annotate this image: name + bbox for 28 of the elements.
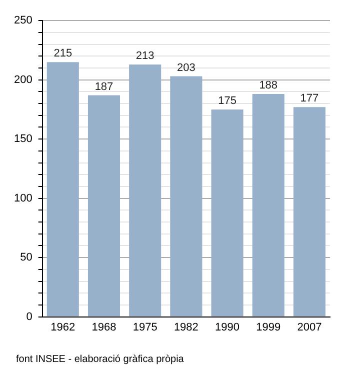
y-tick-label: 200 bbox=[14, 74, 32, 86]
y-tick-label: 50 bbox=[20, 252, 32, 264]
data-label: 187 bbox=[94, 80, 114, 93]
data-label: 213 bbox=[136, 50, 154, 62]
data-label: 177 bbox=[300, 92, 319, 105]
bar bbox=[88, 95, 120, 316]
data-label: 203 bbox=[176, 62, 196, 74]
x-tick-label: 2007 bbox=[297, 321, 322, 334]
y-tick-label: 150 bbox=[14, 133, 32, 146]
data-label: 215 bbox=[54, 48, 72, 60]
x-tick-label: 1975 bbox=[132, 321, 158, 334]
x-tick-label: 1968 bbox=[92, 321, 116, 334]
x-tick-label: 1990 bbox=[215, 321, 240, 334]
bar bbox=[129, 64, 162, 316]
x-tick-label: 1982 bbox=[174, 321, 198, 334]
bar bbox=[46, 62, 79, 316]
y-tick-label: 100 bbox=[14, 192, 32, 204]
data-label: 175 bbox=[218, 94, 236, 107]
x-tick-label: 1999 bbox=[256, 321, 281, 334]
text: font INSEE - elaboració gràfica pròpia bbox=[16, 354, 185, 365]
y-tick-label: 0 bbox=[26, 310, 32, 323]
bar bbox=[252, 94, 284, 316]
bar bbox=[293, 107, 326, 316]
y-tick-label: 250 bbox=[14, 14, 32, 27]
x-tick-label: 1962 bbox=[50, 321, 76, 334]
bar bbox=[211, 109, 244, 316]
bar bbox=[170, 76, 202, 316]
data-label: 188 bbox=[259, 80, 278, 92]
